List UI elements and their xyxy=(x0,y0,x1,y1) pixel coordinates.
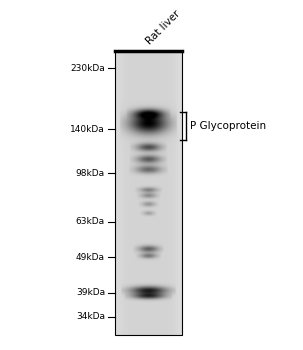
Text: 49kDa: 49kDa xyxy=(76,253,105,262)
Bar xyxy=(115,51,181,335)
Text: 98kDa: 98kDa xyxy=(76,168,105,177)
Text: 34kDa: 34kDa xyxy=(76,312,105,321)
Text: P Glycoprotein: P Glycoprotein xyxy=(190,121,266,131)
Text: 230kDa: 230kDa xyxy=(70,64,105,73)
Text: 63kDa: 63kDa xyxy=(76,217,105,226)
Text: 140kDa: 140kDa xyxy=(70,125,105,134)
Text: 39kDa: 39kDa xyxy=(76,288,105,298)
Text: Rat liver: Rat liver xyxy=(145,8,182,47)
